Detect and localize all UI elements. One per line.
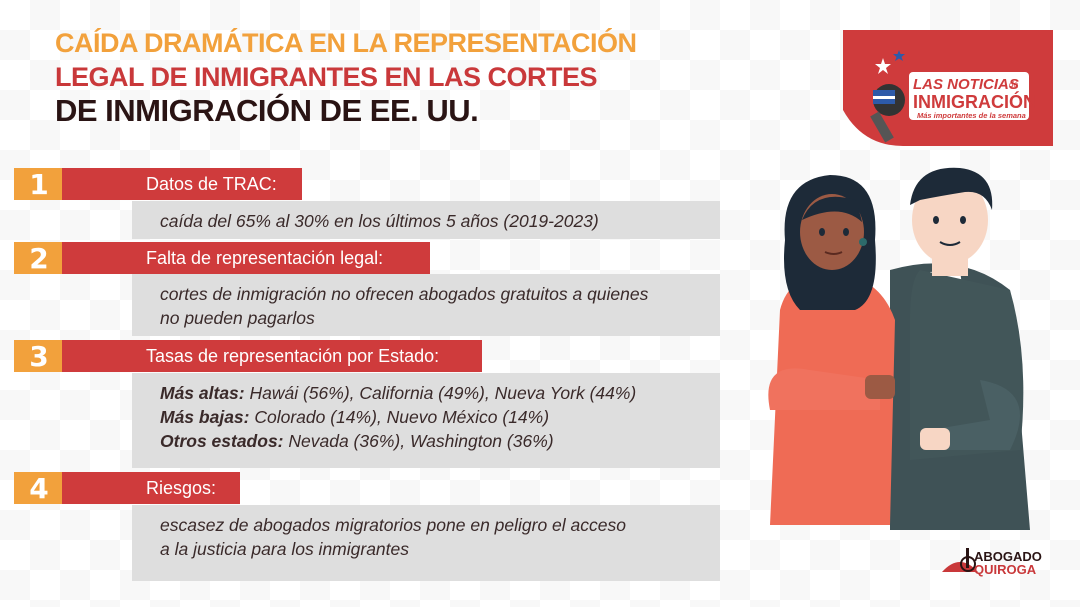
svg-text:de: de (1009, 80, 1018, 89)
state-row-high: Más altas: Hawái (56%), California (49%)… (160, 383, 637, 403)
svg-text:Más importantes de la semana: Más importantes de la semana (917, 111, 1026, 120)
title-line-1: CAÍDA DRAMÁTICA EN LA REPRESENTACIÓN (55, 28, 637, 58)
item-body-line: no pueden pagarlos (160, 308, 315, 328)
item-body-line: a la justicia para los inmigrantes (160, 539, 410, 559)
item-number: 3 (14, 340, 64, 373)
woman-figure (768, 175, 895, 525)
item-body-2: cortes de inmigración no ofrecen abogado… (132, 274, 720, 336)
title-line-3: DE INMIGRACIÓN DE EE. UU. (55, 93, 479, 128)
item-label-bar: Falta de representación legal: (62, 242, 430, 274)
logo-text: ABOGADO QUIROGA (974, 550, 1042, 576)
item-body-line: cortes de inmigración no ofrecen abogado… (160, 284, 649, 304)
logo-line-2: QUIROGA (974, 562, 1037, 577)
item-label-bar: Datos de TRAC: (62, 168, 302, 200)
state-row-low: Más bajas: Colorado (14%), Nuevo México … (160, 407, 550, 427)
item-number: 4 (14, 472, 64, 505)
stars-icon (875, 50, 905, 74)
svg-text:INMIGRACIÓN: INMIGRACIÓN (913, 91, 1036, 112)
news-badge-logo: LAS NOTICIAS de INMIGRACIÓN Más importan… (843, 30, 1053, 146)
abogado-quiroga-logo (942, 548, 978, 572)
item-body-3: Más altas: Hawái (56%), California (49%)… (132, 373, 720, 468)
title-line-2: LEGAL DE INMIGRANTES EN LAS CORTES (55, 62, 598, 92)
man-figure (890, 167, 1030, 530)
svg-text:LAS NOTICIAS: LAS NOTICIAS (913, 76, 1019, 93)
item-body-line: caída del 65% al 30% en los últimos 5 añ… (160, 211, 599, 231)
item-number: 1 (14, 168, 64, 201)
people-illustration (768, 167, 1030, 530)
microphone-icon (870, 84, 905, 143)
page-title: CAÍDA DRAMÁTICA EN LA REPRESENTACIÓN LEG… (55, 26, 637, 128)
item-body-4: escasez de abogados migratorios pone en … (132, 505, 720, 581)
item-body-1: caída del 65% al 30% en los últimos 5 añ… (132, 201, 720, 239)
state-row-other: Otros estados: Nevada (36%), Washington … (160, 431, 554, 451)
item-label-bar: Riesgos: (62, 472, 240, 504)
item-body-line: escasez de abogados migratorios pone en … (160, 515, 626, 535)
item-label-bar: Tasas de representación por Estado: (62, 340, 482, 372)
item-number: 2 (14, 242, 64, 275)
logo-line-1: ABOGADO (974, 549, 1042, 564)
